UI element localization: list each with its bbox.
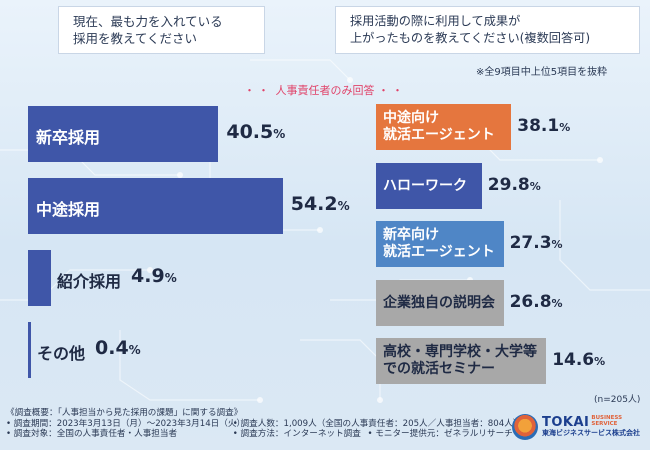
right-bar-value-1: 29.8% (487, 175, 541, 195)
left-bar-3 (28, 322, 31, 378)
right-bar-label-0-line-1: 就活エージェント (383, 127, 495, 143)
right-bar-4 (376, 338, 547, 384)
top-items-note: ※全9項目中上位5項目を抜粋 (476, 67, 608, 78)
logo-bs2: SERVICE (591, 421, 618, 427)
question-right-box: 採用活動の際に利用して成果が 上がったものを教えてください(複数回答可) (335, 6, 640, 54)
left-bar-value-0: 40.5% (226, 121, 286, 143)
footer-count: • 調査人数：1,009人（全国の人事責任者：205人／人事担当者：804人） (232, 418, 522, 429)
left-bar-label-3: その他 (37, 344, 86, 363)
left-bar-label-1: 中途採用 (36, 200, 101, 219)
right-bar-label-2-line-1: 就活エージェント (383, 244, 495, 260)
right-bar-label-2-line-0: 新卒向け (383, 227, 439, 243)
logo-mark-icon (512, 414, 538, 440)
right-bar-label-3: 企業独自の説明会 (383, 295, 495, 312)
left-bar-0 (28, 106, 219, 162)
left-bar-1 (28, 178, 283, 234)
question-right-line2: 上がったものを教えてください(複数回答可) (350, 31, 591, 45)
right-bar-label-2: 新卒向け 就活エージェント (383, 227, 495, 261)
right-bar-label-0-line-0: 中途向け (383, 110, 439, 126)
question-left-line1: 現在、最も力を入れている (73, 14, 223, 29)
respondents-only-note: ・・ 人事責任者のみ回答 ・・ (244, 84, 406, 97)
left-bar-value-1: 54.2% (290, 193, 350, 215)
survey-footer: 《調査概要：「人事担当から見た採用の課題」に関する調査》 • 調査期間：2023… (6, 408, 521, 440)
right-bar-label-1-line-0: ハローワーク (383, 177, 467, 194)
sample-size-note: (n=205人) (594, 395, 641, 405)
right-bar-value-0: 38.1% (517, 116, 571, 136)
footer-period: • 調査期間：2023年3月13日（月）～2023年3月14日（火） (6, 418, 246, 429)
logo-bs1: BUSINESS (591, 415, 623, 421)
left-bar-value-3: 0.4% (95, 337, 141, 359)
right-bar-label-1: ハローワーク (383, 178, 467, 195)
question-left-line2: 採用を教えてください (73, 31, 198, 46)
right-bar-label-3-line-0: 企業独自の説明会 (383, 294, 495, 311)
logo-company-name: 東海ビジネスサービス株式会社 (542, 429, 640, 437)
right-bar-label-4: 高校・専門学校・大学等 での就活セミナー (383, 344, 537, 378)
left-bar-label-0: 新卒採用 (36, 128, 101, 147)
footer-target: • 調査対象：全国の人事責任者・人事担当者 (6, 429, 178, 440)
company-logo: TOKAI BUSINESS SERVICE 東海ビジネスサービス株式会社 (512, 414, 640, 440)
footer-title: 《調査概要：「人事担当から見た採用の課題」に関する調査》 (6, 408, 243, 418)
right-bar-0 (376, 104, 512, 150)
left-bar-2 (28, 250, 52, 306)
question-right-line1: 採用活動の際に利用して成果が (350, 14, 521, 28)
logo-brand: TOKAI (542, 415, 590, 430)
right-bar-3 (376, 280, 504, 326)
respondents-only-text: 人事責任者のみ回答 (275, 84, 375, 97)
right-bar-value-2: 27.3% (509, 233, 563, 253)
left-bar-label-2: 紹介採用 (57, 272, 122, 291)
footer-method: • 調査方法：インターネット調査 (232, 429, 361, 440)
right-bar-label-4-line-1: での就活セミナー (383, 361, 495, 377)
footer-monitor: • モニター提供元：ゼネラルリサーチ (367, 429, 513, 440)
right-bar-label-0: 中途向け 就活エージェント (383, 110, 495, 144)
right-bar-value-3: 26.8% (509, 292, 563, 312)
right-bar-value-4: 14.6% (552, 350, 606, 370)
right-bar-1 (376, 163, 482, 209)
right-bar-2 (376, 221, 504, 267)
left-bar-value-2: 4.9% (131, 265, 177, 287)
right-bar-label-4-line-0: 高校・専門学校・大学等 (383, 344, 537, 360)
question-left-box: 現在、最も力を入れている 採用を教えてください (58, 6, 265, 54)
